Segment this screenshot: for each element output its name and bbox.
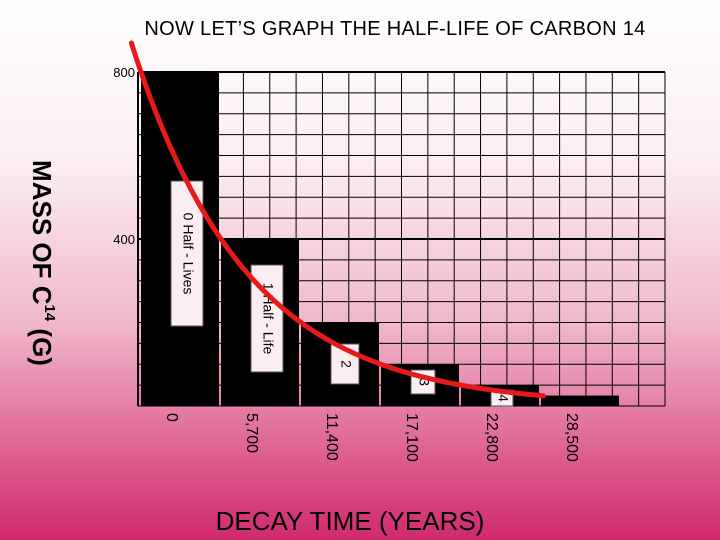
slide-title: NOW LET’S GRAPH THE HALF-LIFE OF CARBON … xyxy=(144,18,646,40)
y-axis-label-unit: (G) xyxy=(27,321,57,366)
x-tick-label: 0 xyxy=(163,413,180,422)
x-tick-label: 22,800 xyxy=(483,413,500,462)
x-axis-label: DECAY TIME (YEARS) xyxy=(216,506,485,536)
tick-labels: 800 400 0 5,700 11,400 17,100 22,800 28,500 xyxy=(113,65,579,462)
x-tick-label: 11,400 xyxy=(323,413,340,461)
x-tick-label: 5,700 xyxy=(243,413,260,453)
y-tick-label: 800 xyxy=(113,65,135,80)
y-tick-label: 400 xyxy=(113,232,135,247)
bar-label-2: 2 xyxy=(338,360,354,368)
y-axis-label-superscript: 14 xyxy=(41,305,58,322)
bar-label-0: 0 Half - Lives xyxy=(180,213,196,295)
y-axis-label-main: MASS OF C xyxy=(27,160,57,305)
x-tick-label: 17,100 xyxy=(403,413,420,462)
bar-label-box-3 xyxy=(410,369,436,395)
decay-curve-layer xyxy=(128,40,546,399)
decay-curve xyxy=(128,40,546,399)
grid-lines xyxy=(137,71,666,407)
bar-label-3: 3 xyxy=(416,378,432,386)
bar-5 xyxy=(541,395,619,406)
y-axis-label: MASS OF C14 (G) xyxy=(27,160,57,366)
x-tick-label: 28,500 xyxy=(563,413,580,462)
bar-label-4: 4 xyxy=(495,394,511,402)
